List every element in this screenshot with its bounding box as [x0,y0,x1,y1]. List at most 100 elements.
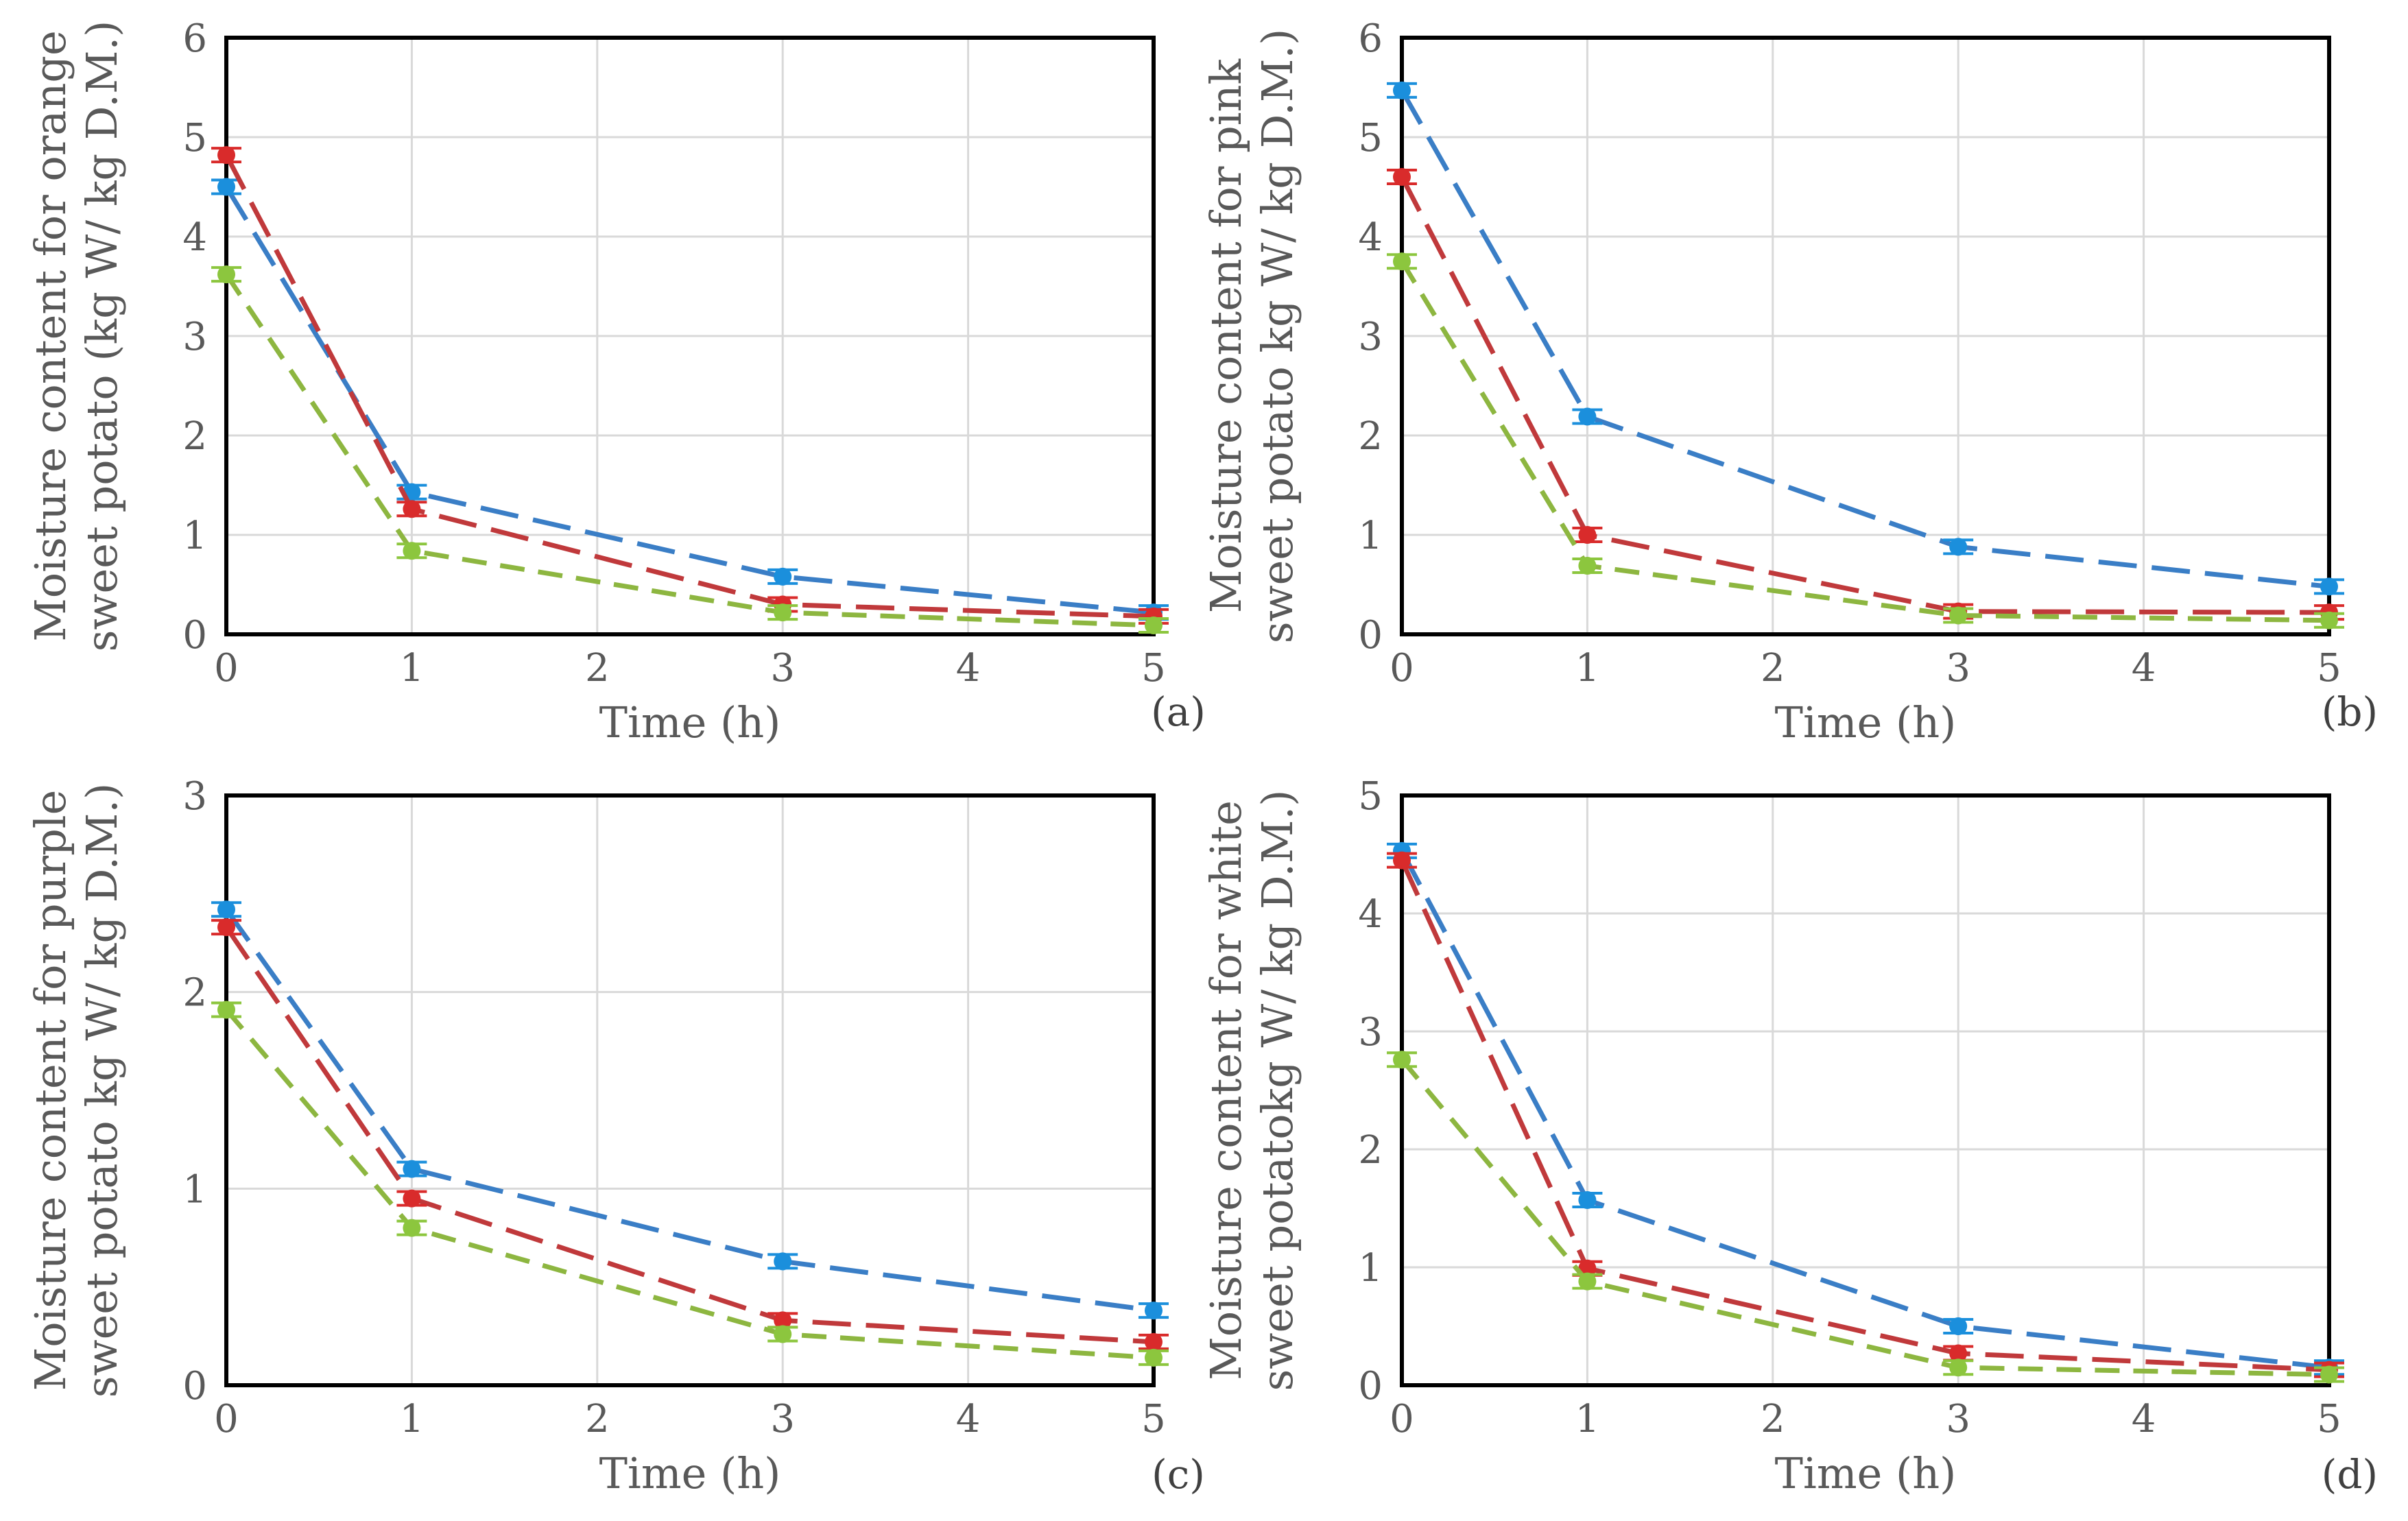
x-tick-label: 1 [1575,1397,1600,1441]
x-tick-label: 5 [1141,646,1166,691]
series-1-point [1572,407,1603,426]
y-tick-label: 5 [182,116,207,160]
panel-label: (d) [2322,1451,2378,1498]
series-3-point [1943,606,1974,625]
series-2-line [224,926,1154,1345]
series-3-point [1943,1358,1974,1377]
series-2-point [1387,851,1417,870]
y-axis-title-line-2: sweet potatokg W/ kg D.M.) [1252,790,1302,1391]
chart-panel-2: 0 1 2 3 4 5 0 1 2 3 4 5 6 Time (h) Moisture content fo… [1201,16,2378,747]
x-tick-label: 4 [2132,646,2156,691]
y-tick-label: 1 [182,514,207,558]
chart-panel-3: 0 1 2 3 4 5 0 1 2 3 Time (h) Moisture content for p… [25,774,1205,1498]
x-tick-label: 2 [1761,646,1785,691]
series-3-point [1387,252,1417,271]
y-tick-label: 1 [1358,514,1383,558]
series-1-point [396,1160,427,1178]
y-tick-label: 2 [182,971,207,1016]
plot-area-frame [1400,36,2331,636]
x-axis-title: Time (h) [599,697,781,747]
x-tick-label: 2 [1761,1397,1785,1441]
series-1-point [1387,81,1417,99]
series-2-point [396,500,427,518]
x-tick-label: 5 [2317,1397,2341,1441]
x-tick-label: 2 [585,646,610,691]
panel-label: (b) [2322,688,2378,735]
series-3-line [224,273,1154,628]
series-2-line [1399,859,2330,1373]
series-1-line [224,185,1154,615]
x-tick-label: 2 [585,1397,610,1441]
x-tick-label: 0 [214,646,239,691]
panel-label: (a) [1151,688,1206,735]
series-3-line [1400,260,2330,623]
series-3-point [1387,1051,1417,1069]
x-tick-label: 3 [770,1397,795,1441]
x-axis-title: Time (h) [1775,1448,1957,1498]
y-axis-title-line-1: Moisture content for purple [25,790,75,1391]
x-axis-title: Time (h) [1775,697,1957,747]
series-2-point [1139,1332,1169,1351]
series-2-point [211,146,241,165]
series-3-point [2314,611,2344,630]
y-tick-label: 3 [182,315,207,359]
series-3-point [396,542,427,560]
y-axis-title-line-2: sweet potato (kg W/ kg D.M.) [77,21,127,652]
series-2-point [1387,168,1417,186]
series-1-point [2314,577,2344,596]
series-3-point [2314,1365,2344,1384]
y-tick-label: 2 [182,414,207,459]
series-3-point [767,603,798,622]
x-tick-label: 4 [2132,1397,2156,1441]
series-1-point [1943,538,1974,556]
series-2-point [1572,526,1603,544]
series-1-line [1399,850,2330,1370]
plot-area-frame [1400,793,2331,1387]
series-3-point [211,1001,241,1019]
y-tick-label: 0 [182,1364,207,1409]
x-tick-label: 0 [1390,646,1414,691]
series-3-line [1400,1058,2330,1378]
y-tick-label: 3 [182,774,207,819]
plot-area-frame [224,36,1156,636]
y-tick-label: 1 [182,1167,207,1212]
chart-panel-4: 0 1 2 3 4 5 0 1 2 3 4 5 Time (h) Moisture content for… [1201,774,2378,1498]
y-tick-label: 2 [1358,414,1383,459]
chart-panel-1: 0 1 2 3 4 5 0 1 2 3 4 5 6 Time (h) Moisture content fo… [25,16,1206,747]
x-tick-label: 5 [1141,1397,1166,1441]
series-3-point [211,265,241,284]
series-2-point [396,1189,427,1208]
series-3-point [767,1325,798,1343]
x-tick-label: 3 [1946,646,1970,691]
x-tick-label: 3 [770,646,795,691]
series-1-point [1943,1317,1974,1335]
y-tick-label: 6 [182,16,207,61]
x-tick-label: 3 [1946,1397,1970,1441]
y-axis-title-line-2: sweet potato kg W/ kg D.M.) [1252,29,1302,644]
x-tick-label: 1 [1575,646,1600,691]
x-tick-label: 4 [956,646,981,691]
y-tick-label: 2 [1358,1128,1383,1173]
x-tick-label: 4 [956,1397,981,1441]
x-tick-label: 0 [214,1397,239,1441]
y-tick-label: 0 [1358,613,1383,658]
x-tick-label: 1 [400,1397,425,1441]
panel-label: (c) [1152,1451,1205,1498]
series-3-point [1572,556,1603,575]
x-tick-label: 0 [1390,1397,1414,1441]
x-tick-label: 1 [400,646,425,691]
series-2-line [224,154,1154,619]
series-3-point [1139,1348,1169,1367]
y-tick-label: 4 [1358,892,1383,937]
series-1-point [211,178,241,196]
y-tick-label: 3 [1358,315,1383,359]
y-tick-label: 0 [1358,1364,1383,1409]
y-tick-label: 0 [182,613,207,658]
series-1-point [767,1252,798,1271]
y-axis-title-line-2: sweet potato kg W/ kg D.M.) [77,783,127,1398]
y-tick-label: 5 [1358,774,1383,819]
y-tick-label: 4 [1358,215,1383,260]
x-tick-label: 5 [2317,646,2341,691]
series-2-point [211,918,241,937]
